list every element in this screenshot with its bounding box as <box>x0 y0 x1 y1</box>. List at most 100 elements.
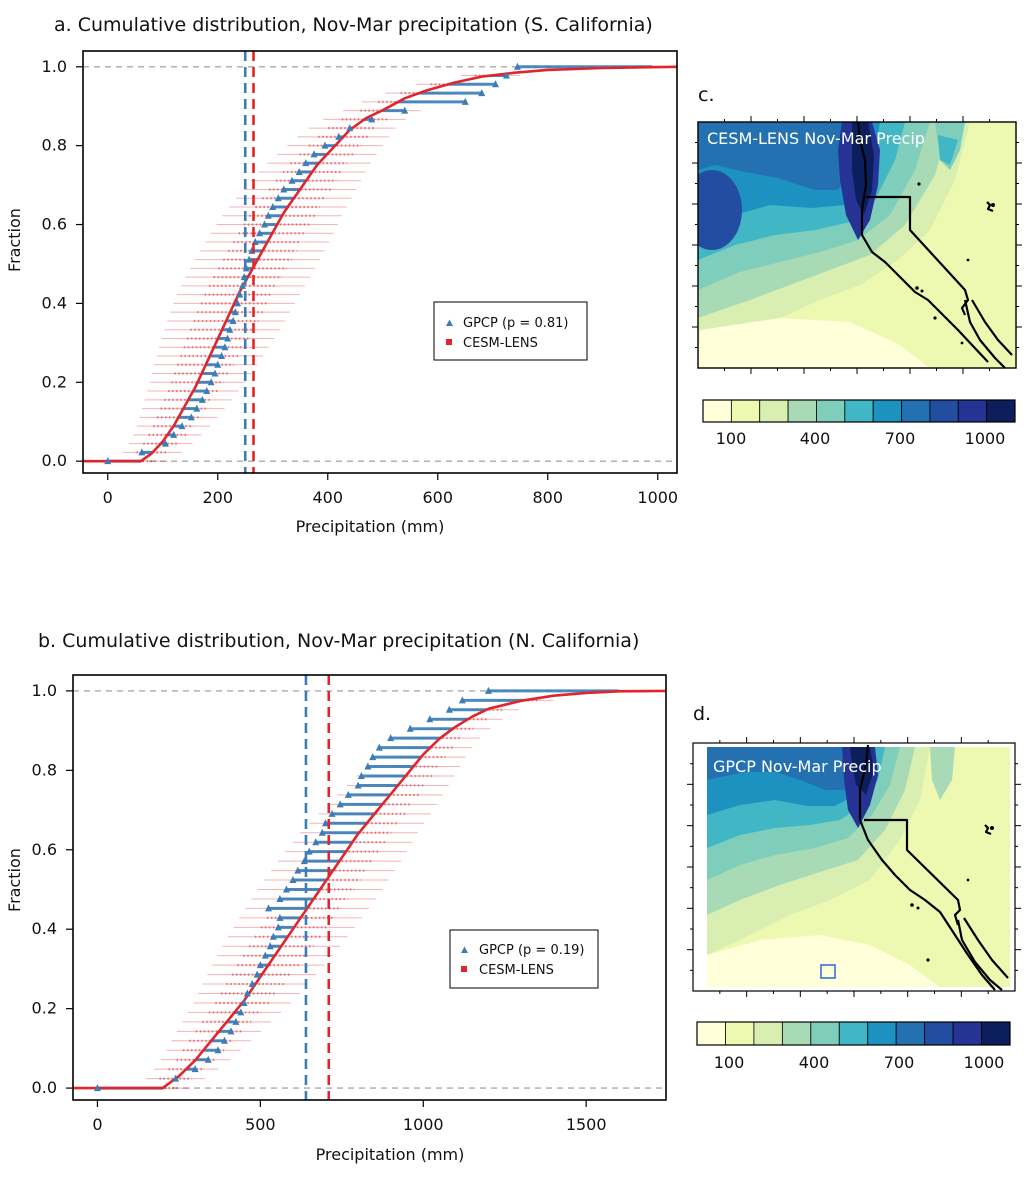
chart-b-gpcp-triangle <box>300 857 308 865</box>
chart-a-legend-gpcp: GPCP (p = 0.81) <box>463 316 568 331</box>
chart-a-gpcp-triangle <box>224 334 232 342</box>
chart-b-gpcp-triangle <box>328 809 336 817</box>
chart-a-xtick-label: 0 <box>103 488 113 507</box>
chart-a-gpcp-triangle <box>288 176 296 184</box>
chart-b-gpcp-triangle <box>289 876 297 884</box>
map-d-colorbar-swatch <box>696 1021 726 1046</box>
chart-b-ytick-label: 0.6 <box>32 840 57 859</box>
chart-a-gpcp-triangle <box>234 299 242 307</box>
map-c-colorbar-swatch <box>872 399 902 423</box>
panel-a-title: a. Cumulative distribution, Nov-Mar prec… <box>54 14 653 36</box>
chart-b-gpcp-triangle <box>318 828 326 836</box>
chart-a-gpcp-triangle <box>162 439 169 447</box>
map-d-islands <box>910 826 994 962</box>
chart-a-gpcp-triangle <box>295 167 303 175</box>
map-c-colorbar-outline <box>702 399 1016 423</box>
chart-b-gpcp-triangle <box>369 753 377 761</box>
map-c-colorbar-swatch <box>957 399 988 423</box>
map-c-colorbar-swatch <box>702 399 732 423</box>
chart-a-gpcp-triangle <box>187 413 195 421</box>
chart-b-gpcp-triangle <box>191 1065 199 1073</box>
chart-b-gpcp-triangle <box>445 705 453 713</box>
chart-a-gpcp-triangle <box>503 71 510 79</box>
chart-a-gpcp-triangle <box>256 229 264 237</box>
chart-a-gpcp-triangle <box>346 124 354 132</box>
chart-b-gpcp-triangle <box>269 932 277 940</box>
chart-a-ytick-label: 0.0 <box>42 451 67 470</box>
chart-a-gpcp-triangle <box>104 457 112 465</box>
chart-a-gpcp-triangle <box>335 132 343 140</box>
chart-b-gpcp-triangle <box>256 961 264 969</box>
chart-b-gpcp-triangle <box>426 715 434 723</box>
chart-b-gpcp-triangle <box>248 980 256 988</box>
chart-b-gpcp-triangle <box>282 885 290 893</box>
map-c: CESM-LENS Nov-Mar Precip 100 400 700 100… <box>692 116 1022 448</box>
chart-a-ytick-label: 0.4 <box>42 293 67 312</box>
chart-a-gpcp-triangle <box>401 106 409 114</box>
chart-a-gpcp-triangle <box>368 115 376 123</box>
chart-a-ylabel: Fraction <box>5 208 24 272</box>
map-c-colorbar-swatch <box>844 399 874 423</box>
chart-a-gpcp-triangle <box>274 194 282 202</box>
chart-b-gpcp-triangle <box>484 686 492 694</box>
chart-b-gpcp-triangle <box>253 970 261 978</box>
chart-b-gpcp-triangle <box>364 762 372 770</box>
chart-b-ytick-label: 0.8 <box>32 760 57 779</box>
chart-a-ytick-label: 1.0 <box>42 57 67 76</box>
chart-b-gpcp-triangle <box>232 1017 240 1025</box>
map-d-title: GPCP Nov-Mar Precip <box>713 757 882 776</box>
map-d-contours <box>707 747 1010 987</box>
chart-a-ytick-label: 0.6 <box>42 215 67 234</box>
chart-b-legend-gpcp: GPCP (p = 0.19) <box>479 943 584 958</box>
chart-b-gpcp-triangle <box>237 1008 245 1016</box>
map-d-colorbar-swatch <box>838 1021 869 1046</box>
map-d-colorbar-swatch <box>952 1021 982 1046</box>
chart-b-gpcp-triangle <box>266 942 274 950</box>
map-c-colorbar-swatch <box>929 399 959 423</box>
chart-b: 0 500 1000 1500 0.0 0.2 0.4 0.6 0.8 1.0 Precipita… <box>5 674 667 1164</box>
chart-a-gpcp-triangle <box>264 211 272 219</box>
chart-b-gpcp-triangle <box>264 904 272 912</box>
map-c-cbar-label-100: 100 <box>716 429 747 448</box>
chart-a-xtick-label: 800 <box>532 488 563 507</box>
panel-c-letter: c. <box>698 84 715 106</box>
map-c-colorbar-swatch <box>787 399 817 423</box>
chart-a-gpcp-triangle <box>461 97 469 105</box>
chart-b-gpcp-triangle <box>406 724 414 732</box>
chart-b-plot-area <box>73 675 666 1100</box>
chart-a-cesm-line <box>83 65 677 463</box>
chart-a-xtick-label: 400 <box>312 488 343 507</box>
chart-b-gpcp-triangle <box>172 1074 180 1082</box>
chart-b-gpcp-triangle <box>274 923 282 931</box>
chart-b-legend-box <box>449 929 599 989</box>
map-c-coastline <box>856 121 1013 369</box>
chart-b-gpcp-triangle <box>276 913 284 921</box>
panel-d-letter: d. <box>693 703 712 725</box>
map-c-contours <box>698 122 1016 368</box>
chart-a-gpcp-triangle <box>310 150 318 158</box>
chart-b-legend-gpcp-marker <box>461 946 468 953</box>
map-d-coastline <box>858 744 1009 991</box>
chart-a-frame <box>82 50 678 474</box>
chart-b-xtick-label: 1500 <box>566 1115 607 1134</box>
map-c-title: CESM-LENS Nov-Mar Precip <box>707 129 925 148</box>
map-d-colorbar-swatch <box>753 1021 783 1046</box>
chart-b-ylabel: Fraction <box>5 848 24 912</box>
map-c-cbar-label-700: 700 <box>885 429 916 448</box>
chart-a-gpcp-triangle <box>514 62 521 70</box>
map-d-colorbar-outline <box>696 1021 1011 1046</box>
chart-a-gpcp-triangle <box>239 281 246 289</box>
map-c-ticks <box>692 116 1022 374</box>
chart-a-gpcp-triangle <box>211 369 219 377</box>
chart-b-axes: 0 500 1000 1500 0.0 0.2 0.4 0.6 0.8 1.0 <box>32 681 607 1134</box>
chart-a-gpcp-triangle <box>198 395 206 403</box>
chart-a-gpcp-triangle <box>245 255 253 263</box>
chart-a-gpcp-triangle <box>178 422 186 430</box>
chart-b-gpcp-triangle <box>357 772 365 780</box>
chart-b-ytick-label: 0.4 <box>32 919 57 938</box>
map-d-colorbar-swatch <box>725 1021 755 1046</box>
chart-b-ytick-label: 0.2 <box>32 999 57 1018</box>
map-d: GPCP Nov-Mar Precip 100 400 700 1000 <box>687 737 1021 1072</box>
chart-b-xtick-label: 500 <box>245 1115 276 1134</box>
